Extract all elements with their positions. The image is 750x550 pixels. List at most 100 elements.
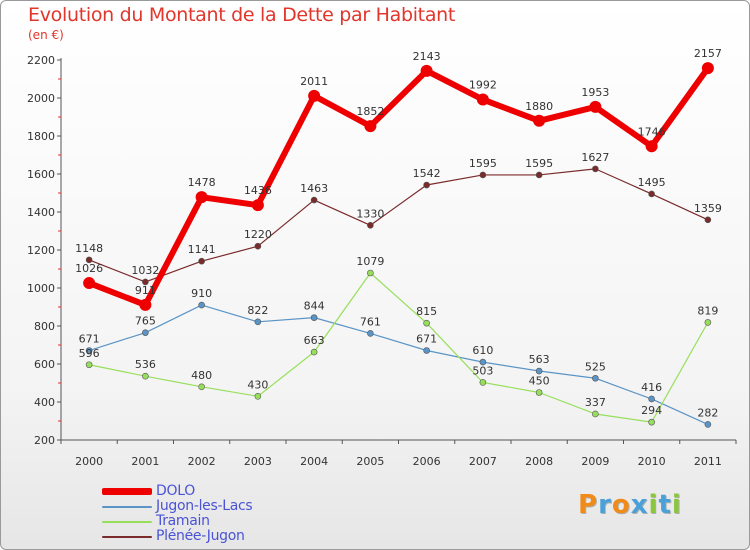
chart-subtitle: (en €) [28, 28, 64, 42]
y-tick-label: 1800 [27, 130, 55, 143]
data-label-plenee-jugon: 1595 [469, 157, 497, 170]
data-point-jugon-les-lacs [310, 314, 318, 321]
y-tick-label: 1600 [27, 168, 55, 181]
data-point-jugon-les-lacs [423, 347, 430, 354]
data-label-jugon-les-lacs: 416 [641, 381, 662, 394]
data-point-tramain [142, 372, 149, 380]
data-label-dolo: 1746 [638, 125, 666, 138]
data-label-jugon-les-lacs: 765 [135, 315, 156, 328]
y-tick-label: 1000 [27, 282, 55, 295]
data-label-plenee-jugon: 1141 [188, 243, 216, 256]
x-tick-label: 2001 [131, 455, 159, 468]
data-point-plenee-jugon [367, 222, 374, 229]
logo-letter: x [630, 490, 649, 520]
x-tick-label: 2010 [638, 455, 666, 468]
data-label-jugon-les-lacs: 910 [191, 287, 212, 300]
data-label-plenee-jugon: 1359 [694, 202, 722, 215]
x-tick-label: 2007 [469, 455, 497, 468]
data-label-tramain: 503 [472, 364, 493, 377]
x-tick-label: 2009 [581, 455, 609, 468]
data-label-dolo: 2157 [694, 47, 722, 60]
data-point-plenee-jugon [198, 257, 205, 265]
data-label-jugon-les-lacs: 610 [472, 344, 493, 357]
y-tick-label: 400 [34, 396, 55, 409]
data-label-dolo: 1852 [356, 105, 384, 118]
data-label-plenee-jugon: 1148 [75, 242, 103, 255]
x-tick-label: 2006 [413, 455, 441, 468]
x-tick-label: 2005 [356, 455, 384, 468]
legend-swatch-tramain [102, 520, 152, 523]
x-tick-label: 2008 [525, 455, 553, 468]
data-point-plenee-jugon [85, 256, 93, 264]
data-label-tramain: 450 [529, 375, 550, 388]
chart-title: Evolution du Montant de la Dette par Hab… [28, 4, 456, 26]
data-label-jugon-les-lacs: 525 [585, 360, 606, 373]
data-point-dolo [364, 120, 377, 133]
y-tick-label: 800 [34, 320, 55, 333]
data-point-tramain [704, 319, 712, 326]
x-tick-label: 2004 [300, 455, 328, 468]
data-point-jugon-les-lacs [367, 330, 374, 337]
series-line-dolo [88, 66, 711, 308]
data-point-jugon-les-lacs [592, 374, 599, 382]
data-label-tramain: 1079 [356, 255, 384, 268]
data-point-dolo [533, 114, 546, 127]
data-label-tramain: 815 [416, 305, 437, 318]
data-label-tramain: 480 [191, 369, 212, 382]
y-tick-label: 1400 [27, 206, 55, 219]
data-point-dolo [251, 199, 264, 212]
data-label-tramain: 536 [135, 358, 156, 371]
data-point-tramain [592, 410, 599, 418]
data-label-plenee-jugon: 1495 [638, 176, 666, 189]
data-label-dolo: 2143 [413, 50, 441, 63]
x-tick-label: 2011 [694, 455, 722, 468]
logo-letter: i [648, 490, 659, 520]
data-label-tramain: 819 [697, 304, 718, 317]
data-label-dolo: 2011 [300, 75, 328, 88]
data-label-dolo: 1436 [244, 184, 272, 197]
legend-label-dolo: DOLO [156, 483, 195, 499]
data-point-plenee-jugon [648, 190, 655, 198]
y-tick-label: 1200 [27, 244, 55, 257]
data-label-dolo: 1953 [581, 86, 609, 99]
data-label-dolo: 1026 [75, 262, 103, 275]
y-tick-label: 2200 [27, 54, 55, 67]
data-point-tramain [254, 392, 262, 400]
y-tick-label: 600 [34, 358, 55, 371]
data-label-tramain: 337 [585, 396, 606, 409]
data-label-dolo: 1992 [469, 79, 497, 92]
data-point-jugon-les-lacs [254, 318, 262, 326]
data-label-plenee-jugon: 1627 [581, 151, 609, 164]
data-label-tramain: 596 [79, 347, 100, 360]
data-point-jugon-les-lacs [704, 421, 712, 428]
series-line-tramain [89, 272, 709, 423]
data-point-plenee-jugon [142, 278, 149, 286]
data-point-plenee-jugon [423, 181, 430, 189]
legend-swatch-dolo [102, 488, 152, 495]
data-label-tramain: 663 [304, 334, 325, 347]
data-point-jugon-les-lacs [535, 367, 543, 375]
logo-letter: o [611, 490, 631, 520]
x-tick-label: 2000 [75, 455, 103, 468]
data-point-dolo [308, 89, 321, 102]
data-point-dolo [139, 298, 152, 311]
chart-legend: DOLO Jugon-les-Lacs Tramain Plénée-Jugon [102, 483, 253, 544]
data-point-jugon-les-lacs [479, 358, 487, 366]
data-label-dolo: 1478 [188, 176, 216, 189]
data-point-dolo [83, 277, 96, 290]
proxiti-logo: Proxiti [578, 490, 682, 520]
data-point-plenee-jugon [254, 242, 262, 250]
legend-swatch-jugon [102, 505, 152, 508]
data-point-dolo [420, 64, 433, 77]
legend-item-tramain: Tramain [102, 514, 252, 529]
data-label-jugon-les-lacs: 282 [697, 406, 718, 419]
data-label-jugon-les-lacs: 671 [79, 333, 100, 346]
legend-label-tramain: Tramain [156, 513, 210, 529]
data-point-plenee-jugon [535, 171, 543, 179]
data-label-plenee-jugon: 1463 [300, 182, 328, 195]
series-line-jugon-les-lacs [88, 304, 709, 425]
data-point-tramain [479, 379, 487, 386]
data-point-jugon-les-lacs [198, 301, 205, 309]
